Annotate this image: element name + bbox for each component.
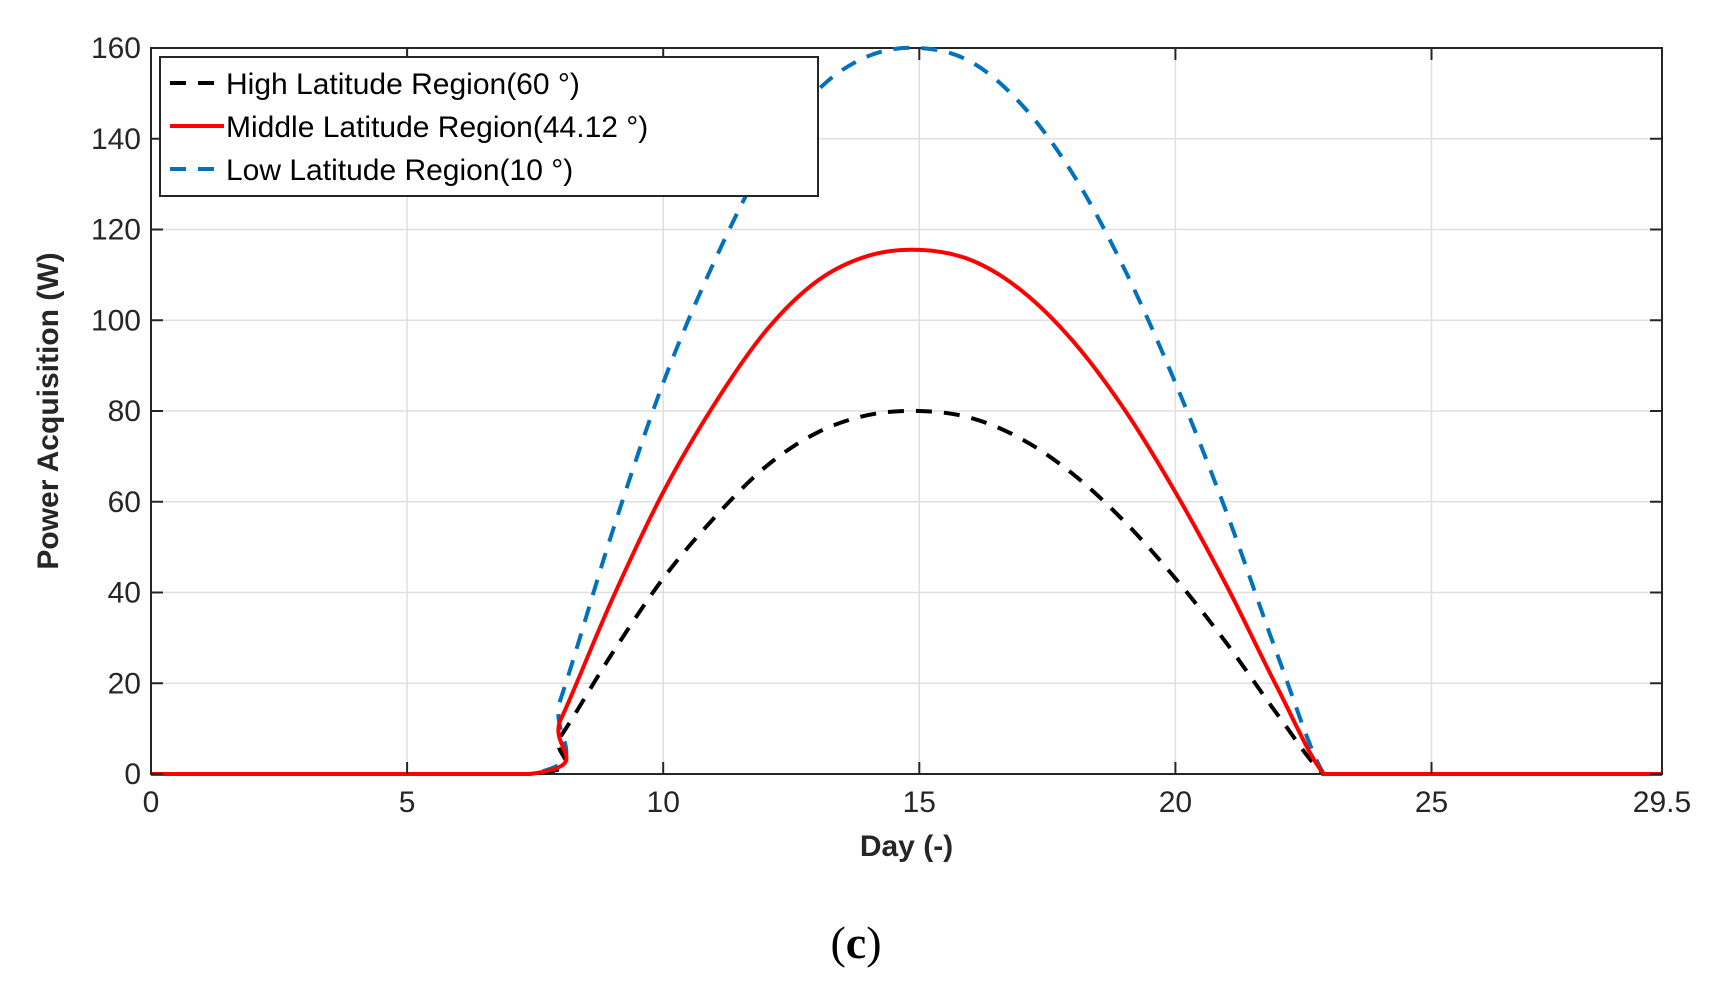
figure-caption: (c) (830, 917, 881, 968)
legend: High Latitude Region(60 °) Middle Latitud… (159, 56, 819, 197)
x-tick-label: 10 (647, 786, 680, 819)
y-tick-label: 20 (108, 667, 141, 700)
y-tick-label: 0 (124, 758, 141, 791)
y-tick-label: 40 (108, 577, 141, 610)
caption-label: c (846, 917, 866, 968)
x-tick-label: 0 (143, 786, 160, 819)
y-tick-label: 100 (91, 304, 141, 337)
legend-entry-middle-latitude-label: Middle Latitude Region(44.12 °) (226, 111, 648, 144)
caption-open-paren: ( (830, 917, 845, 968)
grid-lines (150, 47, 1663, 775)
series-lines (150, 45, 1662, 777)
low-latitude-series-line (150, 45, 1662, 777)
y-axis-title: Power Acquisition (W) (32, 252, 65, 569)
y-tick-label: 160 (91, 32, 141, 65)
legend-box (159, 56, 819, 197)
x-tick-label: 29.5 (1633, 786, 1691, 819)
y-tick-label: 60 (108, 486, 141, 519)
y-tick-label: 120 (91, 214, 141, 247)
legend-entry-low-latitude-label: Low Latitude Region(10 °) (226, 154, 573, 187)
x-axis-title: Day (-) (860, 830, 953, 863)
caption-close-paren: ) (866, 917, 881, 968)
tick-labels: 0 5 10 15 20 25 29.5 0 20 40 60 80 100 120 140 160 (91, 32, 1691, 819)
x-tick-label: 20 (1159, 786, 1192, 819)
x-tick-label: 25 (1415, 786, 1448, 819)
y-tick-label: 80 (108, 395, 141, 428)
legend-entry-high-latitude-label: High Latitude Region(60 °) (226, 68, 580, 101)
x-tick-label: 5 (399, 786, 416, 819)
y-tick-label: 140 (91, 123, 141, 156)
high-latitude-series-line (150, 408, 1662, 777)
middle-latitude-series-line (150, 247, 1662, 777)
x-tick-label: 15 (903, 786, 936, 819)
